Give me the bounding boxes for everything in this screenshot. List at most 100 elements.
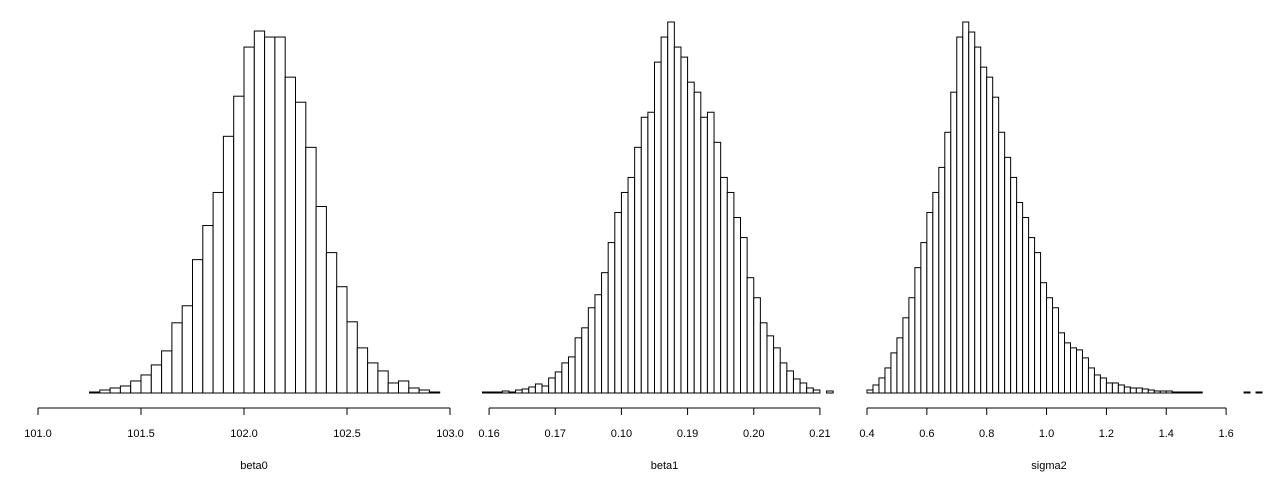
bar bbox=[908, 297, 916, 394]
bar bbox=[574, 337, 583, 394]
bar bbox=[346, 321, 358, 394]
bar bbox=[634, 146, 642, 394]
bar bbox=[826, 390, 834, 394]
bar bbox=[614, 212, 622, 394]
x-tick-label: 101.0 bbox=[24, 428, 52, 440]
bar bbox=[1016, 201, 1024, 394]
x-tick-label: 0.20 bbox=[743, 428, 764, 440]
bar bbox=[700, 116, 708, 394]
bar bbox=[980, 66, 988, 394]
bar bbox=[956, 36, 964, 394]
bar bbox=[222, 135, 235, 394]
bar bbox=[1075, 349, 1083, 394]
bar bbox=[884, 367, 892, 394]
bar bbox=[1177, 391, 1185, 394]
bar bbox=[233, 95, 245, 394]
bar bbox=[325, 252, 338, 394]
bar bbox=[336, 286, 348, 394]
bar bbox=[902, 317, 910, 394]
bar bbox=[733, 217, 742, 394]
bar bbox=[1123, 386, 1131, 394]
x-tick-label: 102.5 bbox=[333, 428, 361, 440]
x-tick-label: 0.10 bbox=[611, 428, 632, 440]
x-axis-label: sigma2 bbox=[1031, 460, 1066, 472]
bar bbox=[878, 377, 886, 394]
bar bbox=[1129, 387, 1137, 394]
bar bbox=[284, 76, 297, 394]
bar bbox=[1141, 388, 1149, 394]
bar bbox=[109, 387, 121, 394]
x-tick-label: 0.8 bbox=[979, 428, 994, 440]
bar bbox=[181, 305, 193, 394]
bar bbox=[1010, 176, 1018, 394]
bar bbox=[171, 322, 183, 394]
bar bbox=[1195, 391, 1203, 394]
x-tick-label: 101.5 bbox=[127, 428, 155, 440]
bar bbox=[202, 225, 214, 394]
bar bbox=[926, 212, 934, 394]
bar bbox=[950, 91, 958, 394]
bar bbox=[1028, 237, 1036, 394]
bar bbox=[508, 391, 517, 394]
bar bbox=[1165, 390, 1173, 394]
x-tick-label: 102.0 bbox=[230, 428, 258, 440]
x-tick-label: 1.4 bbox=[1159, 428, 1174, 440]
bar bbox=[740, 237, 748, 394]
bar bbox=[1052, 307, 1060, 394]
bar bbox=[1189, 391, 1197, 394]
bar bbox=[1087, 367, 1095, 394]
bar bbox=[1255, 391, 1263, 394]
bar bbox=[753, 297, 761, 394]
bar bbox=[786, 370, 794, 394]
bar bbox=[1069, 347, 1077, 394]
bar bbox=[1147, 389, 1155, 394]
bar bbox=[1105, 382, 1113, 394]
bar bbox=[1111, 382, 1119, 394]
x-tick-label: 0.21 bbox=[809, 428, 830, 440]
bar bbox=[673, 46, 682, 394]
bar bbox=[481, 391, 490, 394]
bar bbox=[660, 36, 669, 394]
bar bbox=[766, 335, 775, 394]
bar bbox=[377, 370, 389, 394]
bar bbox=[667, 21, 675, 394]
bar bbox=[567, 356, 576, 394]
bar bbox=[866, 389, 874, 394]
bar bbox=[501, 390, 510, 394]
bar bbox=[548, 377, 556, 394]
bar bbox=[647, 111, 656, 394]
x-tick-label: 1.6 bbox=[1218, 428, 1233, 440]
bar bbox=[1058, 332, 1066, 394]
bar bbox=[998, 131, 1006, 394]
x-tick-label: 0.17 bbox=[545, 428, 566, 440]
bar bbox=[418, 389, 430, 394]
bar bbox=[620, 191, 629, 394]
bar bbox=[495, 391, 503, 394]
bar bbox=[806, 387, 814, 394]
bar bbox=[1040, 282, 1048, 394]
bar bbox=[1004, 156, 1012, 394]
bar bbox=[1064, 342, 1071, 394]
bar bbox=[1171, 391, 1179, 394]
bar bbox=[515, 389, 523, 394]
bar bbox=[607, 242, 616, 394]
bar bbox=[773, 347, 781, 394]
bar bbox=[243, 46, 255, 394]
x-tick-label: 0.6 bbox=[919, 428, 934, 440]
bar bbox=[554, 371, 563, 394]
bar bbox=[295, 101, 307, 394]
bar bbox=[944, 131, 952, 394]
bar bbox=[713, 141, 722, 394]
bar bbox=[1093, 374, 1101, 394]
bar bbox=[428, 391, 441, 394]
x-tick-label: 0.4 bbox=[859, 428, 874, 440]
bar bbox=[986, 76, 994, 394]
bar bbox=[1135, 387, 1143, 394]
bar bbox=[968, 31, 976, 394]
bar bbox=[640, 116, 649, 394]
bar bbox=[1117, 384, 1125, 394]
bar bbox=[680, 56, 689, 394]
bar bbox=[932, 191, 940, 394]
bar bbox=[521, 388, 530, 394]
bar bbox=[914, 267, 922, 394]
